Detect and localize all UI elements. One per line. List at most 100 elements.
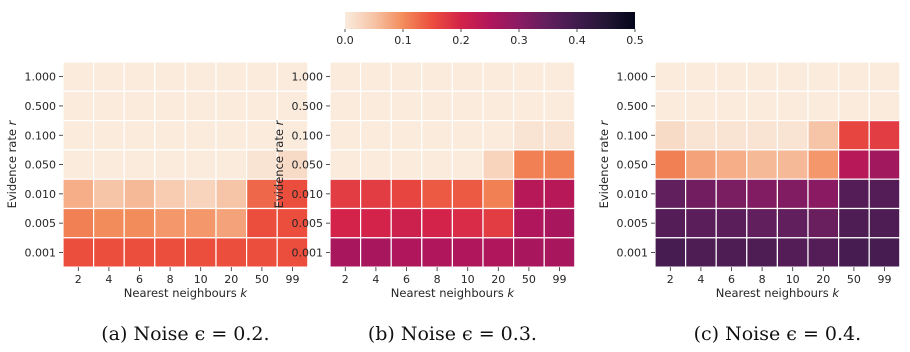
heatmap-cell: [92, 149, 125, 180]
heatmap-cell: [715, 149, 748, 180]
y-tick-label: 0.005: [25, 217, 57, 230]
heatmap-cell: [837, 178, 870, 210]
heatmap-cell: [482, 119, 515, 151]
heatmap-cell: [543, 149, 576, 180]
x-tick-label: 10: [786, 273, 800, 286]
heatmap-cell: [360, 119, 392, 151]
heatmap-cell: [654, 119, 687, 151]
heatmap-cell: [329, 207, 362, 239]
y-tick-label: 0.500: [617, 100, 649, 113]
heatmap-cell: [654, 178, 687, 210]
y-tick-label: 0.100: [25, 129, 57, 142]
x-axis-label: Nearest neighbours k: [391, 286, 516, 300]
x-tick-label: 6: [136, 273, 143, 286]
heatmap-cell: [715, 61, 748, 92]
x-tick-label: 6: [728, 273, 735, 286]
x-tick-label: 8: [167, 273, 174, 286]
colorbar: 0.0 0.1 0.2 0.3 0.4 0.5: [336, 12, 644, 47]
heatmap-cell: [776, 207, 809, 239]
heatmap-panel: 1.000 0.500 0.100 0.050 0.010 0.005 0.001 2 4 6 8 1…: [272, 61, 576, 345]
heatmap-cell: [482, 178, 515, 210]
heatmap-cell: [715, 119, 748, 151]
heatmap-cell: [684, 119, 717, 151]
y-tick-label: 0.001: [25, 246, 57, 259]
heatmap-cell: [776, 178, 809, 210]
heatmap-cell: [123, 207, 156, 239]
heatmap-cell: [62, 207, 95, 239]
heatmap-cell: [746, 119, 778, 151]
heatmap-cell: [654, 61, 687, 92]
heatmap-cell: [154, 237, 187, 268]
x-tick-label: 8: [434, 273, 441, 286]
heatmap-cell: [390, 61, 423, 92]
heatmap-cell: [807, 90, 840, 122]
heatmap-cell: [482, 61, 515, 92]
x-tick-label: 50: [847, 273, 861, 286]
heatmap-cell: [482, 207, 515, 239]
x-tick-label: 10: [461, 273, 475, 286]
heatmap-cell: [246, 237, 278, 268]
heatmap-cell: [123, 237, 156, 268]
y-tick-label: 0.001: [617, 246, 649, 259]
heatmap-cell: [276, 90, 309, 122]
heatmap-cell: [360, 149, 392, 180]
heatmap-cell: [868, 90, 901, 122]
heatmap-cell: [246, 149, 278, 180]
heatmap-cell: [184, 237, 217, 268]
heatmap-panel: 1.000 0.500 0.100 0.050 0.010 0.005 0.001 2 4 6 8 1…: [597, 61, 901, 345]
colorbar-gradient: [345, 12, 635, 29]
heatmap-cell: [123, 61, 156, 92]
heatmap-cell: [184, 149, 217, 180]
x-tick-label: 20: [816, 273, 830, 286]
panel-caption: (c) Noise ϵ = 0.4.: [694, 323, 862, 345]
heatmap-cell: [329, 178, 362, 210]
heatmap-cell: [123, 119, 156, 151]
heatmap-cell: [215, 178, 248, 210]
heatmap-cell: [451, 207, 484, 239]
heatmap-cell: [868, 119, 901, 151]
x-tick-label: 99: [878, 273, 892, 286]
heatmap-cell: [807, 178, 840, 210]
heatmap-cell: [329, 237, 362, 268]
y-tick-label: 0.010: [25, 188, 57, 201]
heatmap-cell: [62, 237, 95, 268]
heatmap-cell: [62, 90, 95, 122]
y-tick-label: 0.500: [292, 100, 324, 113]
heatmap-cell: [123, 90, 156, 122]
x-tick-label: 20: [491, 273, 505, 286]
heatmap-cell: [390, 178, 423, 210]
heatmap-cell: [451, 90, 484, 122]
heatmap-cell: [776, 90, 809, 122]
heatmap-cell: [154, 207, 187, 239]
heatmap-cell: [837, 90, 870, 122]
heatmap-cell: [837, 119, 870, 151]
y-tick-label: 0.005: [292, 217, 324, 230]
heatmap-cell: [215, 90, 248, 122]
heatmap-cell: [62, 119, 95, 151]
heatmap-cell: [154, 178, 187, 210]
heatmap-cell: [215, 61, 248, 92]
heatmap-cell: [746, 61, 778, 92]
x-tick-label: 4: [697, 273, 704, 286]
heatmap-cell: [451, 119, 484, 151]
heatmap-cell: [184, 207, 217, 239]
heatmap-cell: [62, 178, 95, 210]
x-axis-label: Nearest neighbours k: [124, 286, 249, 300]
x-tick-label: 99: [286, 273, 300, 286]
x-tick-label: 4: [105, 273, 112, 286]
heatmap-cell: [184, 90, 217, 122]
heatmap-cell: [776, 61, 809, 92]
heatmap-panels: 1.000 0.500 0.100 0.050 0.010 0.005 0.001 2 4 6 8 1…: [5, 61, 901, 345]
x-tick-label: 20: [224, 273, 238, 286]
heatmap-cell: [421, 61, 453, 92]
heatmap-cell: [868, 149, 901, 180]
heatmap-cell: [543, 237, 576, 268]
heatmap-cell: [246, 178, 278, 210]
heatmap-cell: [512, 237, 545, 268]
heatmap-cell: [868, 178, 901, 210]
heatmap-cell: [421, 149, 453, 180]
heatmap-cell: [684, 207, 717, 239]
heatmap-cell: [215, 149, 248, 180]
y-tick-label: 0.010: [617, 188, 649, 201]
y-tick-label: 1.000: [617, 71, 649, 84]
